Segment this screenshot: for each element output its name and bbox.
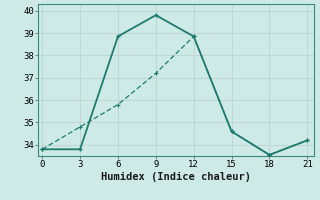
X-axis label: Humidex (Indice chaleur): Humidex (Indice chaleur) — [101, 172, 251, 182]
